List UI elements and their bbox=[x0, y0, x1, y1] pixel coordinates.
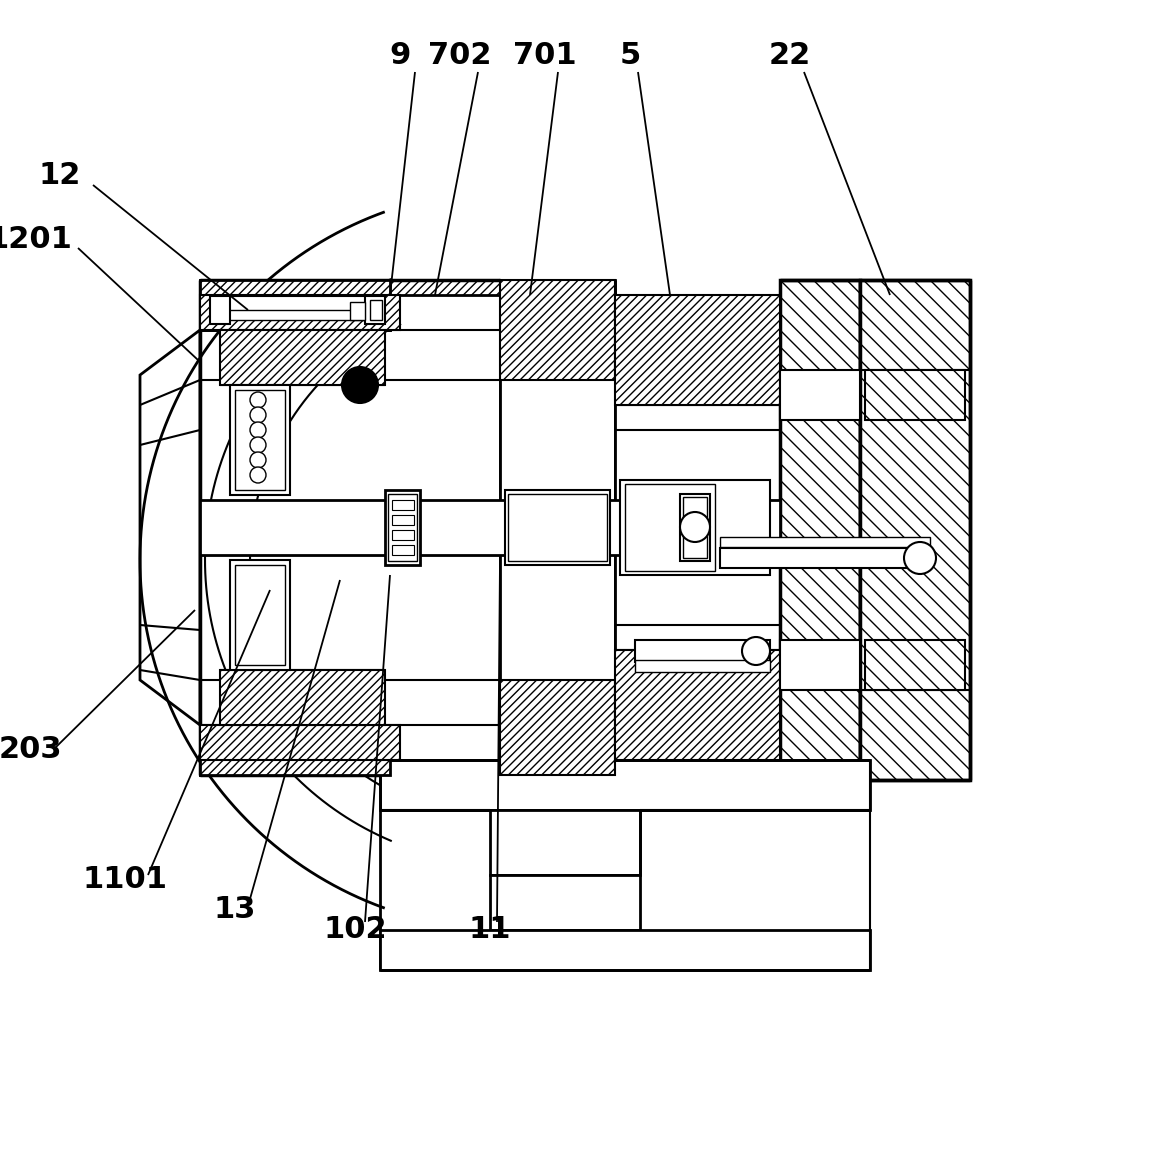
Bar bbox=[683, 497, 707, 558]
Bar bbox=[861, 280, 970, 780]
Bar bbox=[490, 875, 640, 930]
Circle shape bbox=[250, 437, 266, 453]
Circle shape bbox=[250, 422, 266, 438]
Circle shape bbox=[904, 542, 936, 574]
Bar bbox=[500, 680, 614, 775]
Bar bbox=[635, 660, 770, 672]
Text: 1201: 1201 bbox=[0, 225, 72, 254]
Bar bbox=[220, 296, 380, 312]
Bar bbox=[614, 295, 780, 760]
Text: 11: 11 bbox=[469, 916, 511, 945]
Bar bbox=[780, 280, 861, 780]
Text: 702: 702 bbox=[428, 40, 492, 69]
Bar bbox=[385, 490, 420, 565]
Bar bbox=[392, 530, 414, 541]
Bar bbox=[220, 330, 385, 385]
Bar bbox=[865, 640, 965, 690]
Circle shape bbox=[250, 467, 266, 483]
Bar bbox=[365, 296, 385, 325]
Text: 13: 13 bbox=[213, 895, 257, 924]
Text: 102: 102 bbox=[323, 916, 387, 945]
Bar bbox=[719, 547, 930, 568]
Bar bbox=[380, 760, 870, 810]
Bar bbox=[350, 301, 365, 320]
Bar bbox=[614, 295, 780, 405]
Bar bbox=[865, 370, 965, 420]
Polygon shape bbox=[140, 330, 201, 725]
Bar bbox=[505, 490, 610, 565]
Bar bbox=[201, 500, 780, 556]
Circle shape bbox=[250, 407, 266, 423]
Text: 9: 9 bbox=[389, 40, 410, 69]
Bar bbox=[230, 560, 290, 670]
Bar bbox=[508, 494, 607, 561]
Circle shape bbox=[250, 452, 266, 468]
Bar bbox=[680, 494, 710, 561]
Bar bbox=[388, 494, 417, 561]
Bar bbox=[201, 725, 389, 775]
Bar bbox=[201, 725, 400, 760]
Text: 22: 22 bbox=[768, 40, 812, 69]
Bar bbox=[780, 640, 861, 690]
Polygon shape bbox=[201, 730, 500, 775]
Bar bbox=[614, 650, 780, 760]
Polygon shape bbox=[201, 280, 500, 330]
Bar bbox=[370, 300, 382, 320]
Bar bbox=[500, 280, 614, 380]
Text: 5: 5 bbox=[619, 40, 640, 69]
Bar bbox=[392, 515, 414, 526]
Bar bbox=[635, 640, 770, 662]
Circle shape bbox=[342, 367, 378, 403]
Bar bbox=[719, 537, 930, 547]
Bar bbox=[490, 810, 640, 875]
Bar bbox=[236, 565, 285, 665]
Bar bbox=[201, 280, 389, 330]
Bar bbox=[392, 545, 414, 556]
Circle shape bbox=[742, 638, 770, 665]
Text: 203: 203 bbox=[0, 736, 62, 765]
Bar bbox=[220, 310, 380, 320]
Bar bbox=[230, 385, 290, 495]
Bar bbox=[236, 390, 285, 490]
Bar bbox=[380, 930, 870, 970]
Bar bbox=[500, 280, 614, 775]
Circle shape bbox=[250, 392, 266, 408]
Circle shape bbox=[680, 512, 710, 542]
Bar bbox=[201, 295, 400, 330]
Bar bbox=[220, 670, 385, 725]
Bar bbox=[620, 480, 770, 575]
Bar bbox=[780, 370, 861, 420]
Text: 701: 701 bbox=[513, 40, 577, 69]
Bar bbox=[210, 296, 230, 325]
Text: 12: 12 bbox=[38, 161, 82, 189]
Text: 1101: 1101 bbox=[83, 865, 168, 894]
Bar bbox=[392, 500, 414, 511]
Bar bbox=[625, 484, 715, 571]
